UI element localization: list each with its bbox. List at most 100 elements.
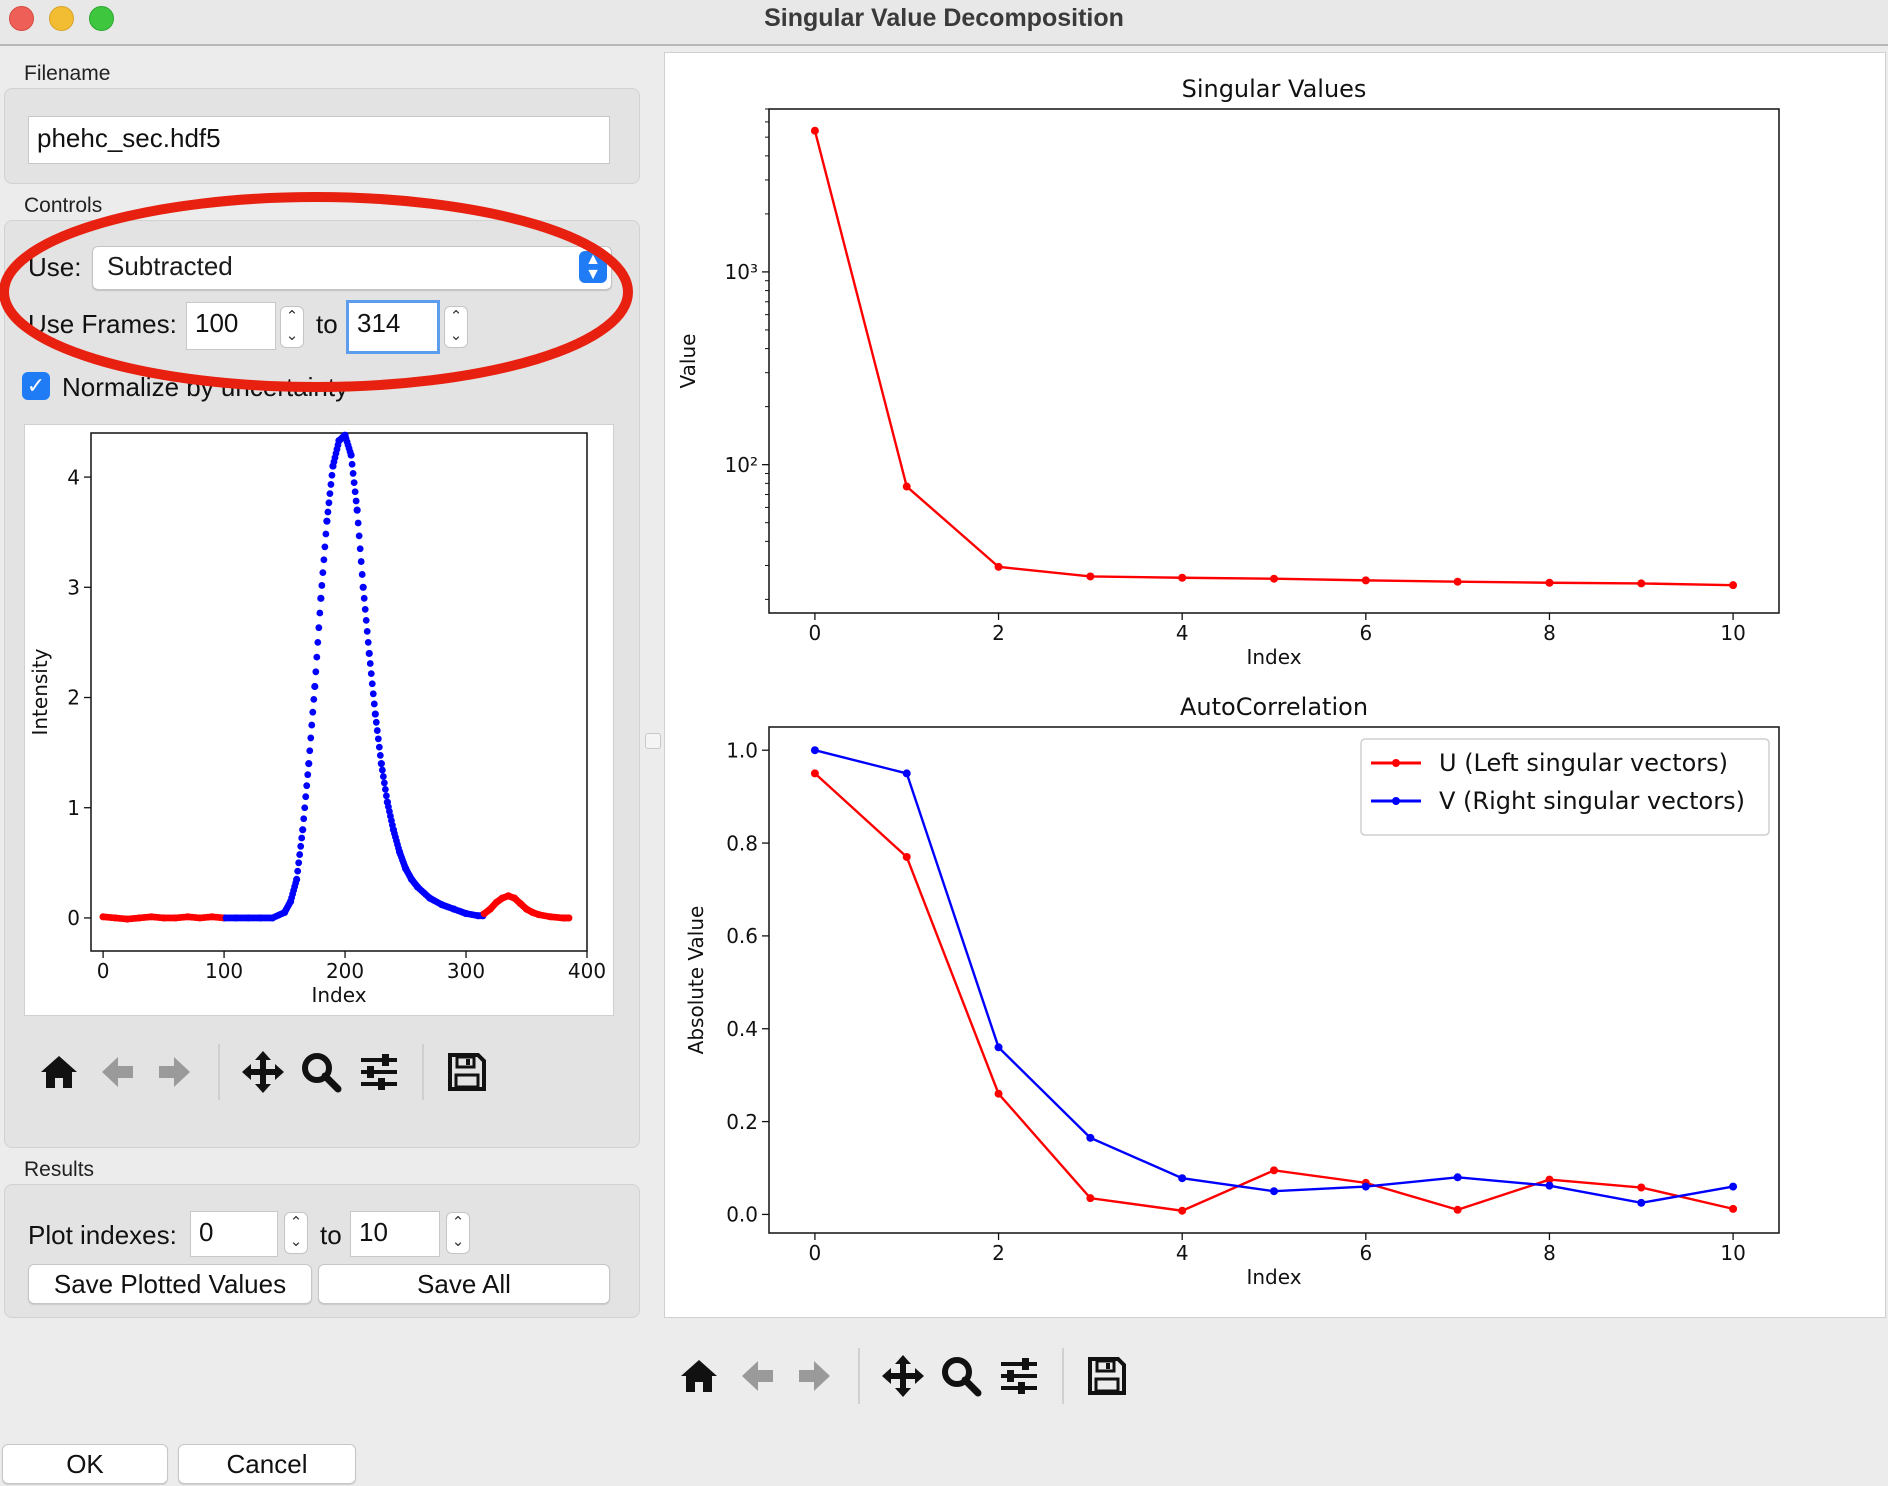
plot-axes-box	[768, 726, 1780, 1234]
data-point	[382, 792, 390, 800]
data-point	[902, 482, 911, 491]
data-point	[312, 668, 320, 676]
data-point	[389, 821, 396, 829]
data-point	[309, 708, 317, 716]
zoom-icon[interactable]	[932, 1346, 990, 1406]
filename-field[interactable]: phehc_sec.hdf5	[28, 116, 610, 164]
data-point	[375, 743, 383, 751]
data-point	[310, 695, 318, 703]
zoom-icon[interactable]	[292, 1042, 350, 1102]
toolbar-separator	[1062, 1348, 1064, 1404]
x-tick-label: 6	[1359, 621, 1372, 645]
data-point	[363, 627, 371, 635]
data-point	[374, 735, 382, 743]
pan-icon[interactable]	[234, 1042, 292, 1102]
forward-arrow-icon[interactable]	[786, 1346, 844, 1406]
home-icon[interactable]	[670, 1346, 728, 1406]
data-point	[356, 545, 364, 553]
x-tick-label: 200	[326, 959, 364, 983]
configure-subplots-icon[interactable]	[990, 1346, 1048, 1406]
minimize-window-button[interactable]	[49, 6, 74, 31]
data-point	[353, 506, 361, 514]
frames-start-stepper[interactable]: ⌃ ⌄	[280, 306, 304, 348]
data-point	[379, 773, 387, 780]
data-point	[317, 594, 325, 602]
back-arrow-icon[interactable]	[728, 1346, 786, 1406]
y-tick-label: 4	[67, 465, 80, 489]
save-all-button[interactable]: Save All	[318, 1264, 610, 1304]
ok-button[interactable]: OK	[2, 1444, 168, 1484]
plot-title: Singular Values	[1182, 75, 1367, 103]
y-tick-label: 10³	[725, 260, 758, 284]
data-point	[314, 639, 322, 646]
data-point	[349, 470, 357, 477]
splitter-handle[interactable]	[645, 733, 661, 749]
legend-swatch-marker	[1392, 759, 1400, 767]
save-plotted-values-button[interactable]: Save Plotted Values	[28, 1264, 312, 1304]
data-point	[1545, 578, 1554, 587]
data-point	[302, 793, 310, 801]
back-arrow-icon[interactable]	[88, 1042, 146, 1102]
data-point	[371, 710, 379, 718]
x-axis-label: Index	[311, 983, 366, 1007]
plot-start-field[interactable]: 0	[190, 1211, 278, 1257]
x-axis-label: Index	[1246, 645, 1301, 669]
data-point	[318, 582, 326, 589]
data-point	[1178, 1206, 1187, 1215]
data-point	[294, 867, 302, 875]
y-tick-label: 0	[67, 906, 80, 930]
intensity-plot-toolbar	[30, 1042, 496, 1102]
save-icon[interactable]	[1078, 1346, 1136, 1406]
data-point	[380, 779, 388, 787]
toolbar-separator	[218, 1044, 220, 1100]
data-point	[321, 543, 329, 551]
data-point	[1361, 1182, 1370, 1191]
data-point	[298, 834, 306, 842]
legend-swatch-marker	[1392, 797, 1400, 805]
x-tick-label: 6	[1359, 1241, 1372, 1265]
plot-end-stepper[interactable]: ⌃ ⌄	[446, 1212, 470, 1254]
save-icon[interactable]	[438, 1042, 496, 1102]
data-point	[316, 609, 324, 617]
normalize-checkbox[interactable]: ✓	[22, 372, 50, 400]
use-dropdown[interactable]: Subtracted ▲ ▼	[92, 246, 612, 290]
data-point	[381, 785, 389, 793]
frames-end-stepper[interactable]: ⌃ ⌄	[444, 306, 468, 348]
forward-arrow-icon[interactable]	[146, 1042, 204, 1102]
data-point	[358, 571, 366, 578]
intensity-plot[interactable]: 0 100 200 300 400 0 1 2 3 4 Index Intensity	[25, 425, 613, 1015]
data-point	[1086, 1133, 1095, 1142]
frames-start-field[interactable]: 100	[186, 302, 276, 350]
data-point	[1270, 1187, 1278, 1196]
y-axis-label: Absolute Value	[684, 906, 708, 1055]
svd-plot-toolbar	[670, 1346, 1136, 1406]
plot-axes-box	[768, 108, 1780, 614]
svd-plots[interactable]: 0 2 4 6 8 10 10³ 10² Singular Values Index Value 0 2…	[665, 53, 1885, 1317]
y-tick-label: 10²	[725, 453, 758, 477]
plot-start-stepper[interactable]: ⌃ ⌄	[284, 1212, 308, 1254]
data-point	[295, 859, 303, 867]
plot-end-field[interactable]: 10	[350, 1211, 440, 1257]
data-point	[1178, 1174, 1187, 1183]
zoom-window-button[interactable]	[89, 6, 114, 31]
x-tick-label: 2	[992, 1241, 1005, 1265]
pan-icon[interactable]	[874, 1346, 932, 1406]
data-point	[1637, 579, 1646, 588]
data-point	[368, 680, 376, 688]
window-title: Singular Value Decomposition	[764, 4, 1124, 32]
data-point	[319, 569, 327, 577]
legend-box	[1360, 738, 1770, 836]
x-tick-label: 4	[1176, 621, 1189, 645]
plot-indexes-label: Plot indexes:	[28, 1220, 177, 1250]
configure-subplots-icon[interactable]	[350, 1042, 408, 1102]
data-point	[296, 851, 304, 858]
close-window-button[interactable]	[9, 6, 34, 31]
frames-end-field[interactable]: 314	[346, 300, 440, 354]
data-point	[364, 639, 372, 646]
home-icon[interactable]	[30, 1042, 88, 1102]
results-section-label: Results	[24, 1158, 95, 1181]
data-point	[564, 914, 572, 922]
use-frames-label: Use Frames:	[28, 309, 177, 339]
data-point	[1637, 1198, 1646, 1207]
cancel-button[interactable]: Cancel	[178, 1444, 356, 1484]
